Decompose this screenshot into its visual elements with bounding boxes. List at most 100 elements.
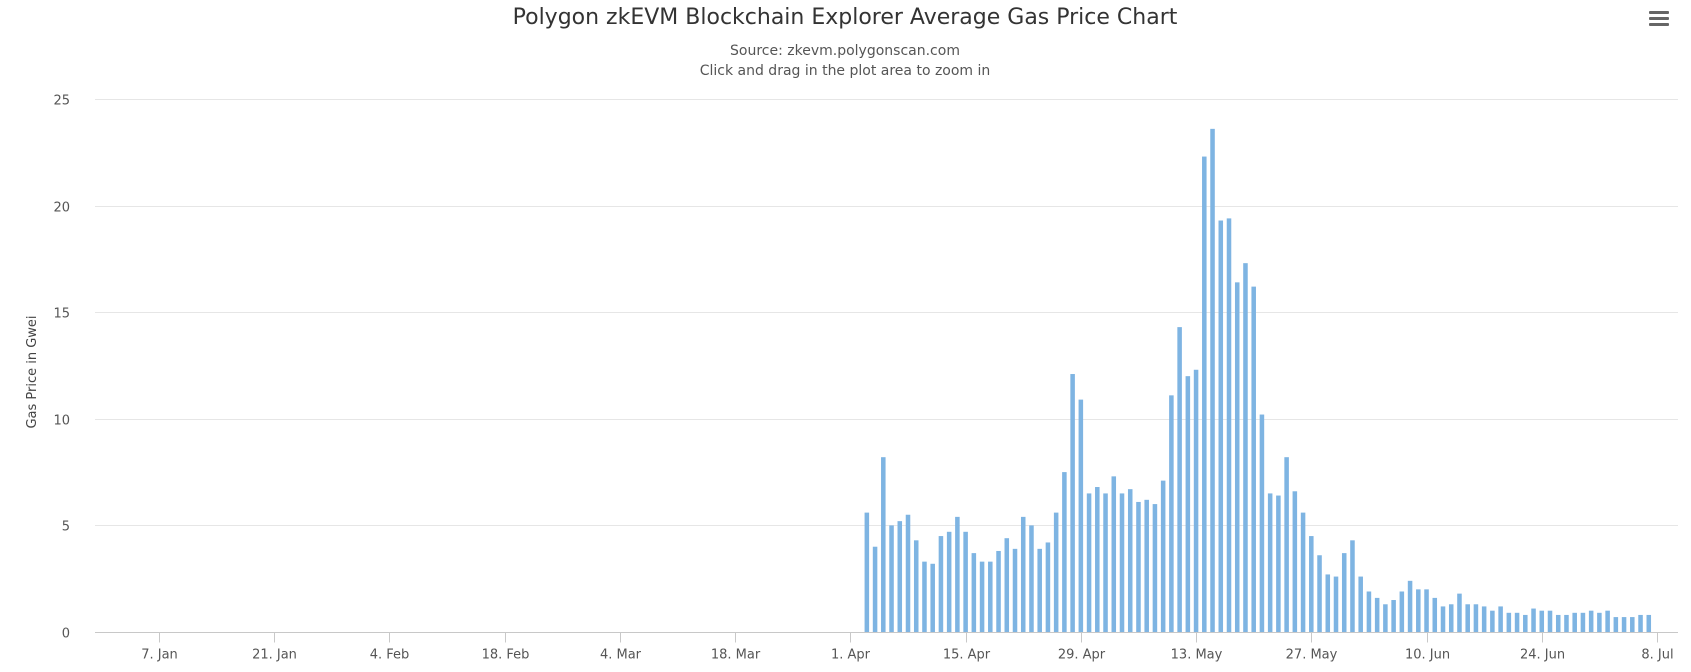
bar[interactable] xyxy=(1259,414,1265,632)
bar[interactable] xyxy=(1169,395,1174,632)
bar[interactable] xyxy=(988,561,993,632)
bar[interactable] xyxy=(1374,597,1380,632)
bar[interactable] xyxy=(1506,612,1512,632)
bar[interactable] xyxy=(1564,614,1569,632)
bar[interactable] xyxy=(1111,476,1117,632)
bar[interactable] xyxy=(1152,504,1158,632)
bar[interactable] xyxy=(1473,604,1479,632)
bar[interactable] xyxy=(1086,493,1092,632)
bar[interactable] xyxy=(1095,487,1100,632)
bar[interactable] xyxy=(1185,376,1191,632)
bar[interactable] xyxy=(1136,501,1141,632)
bar[interactable] xyxy=(1514,612,1520,632)
bar[interactable] xyxy=(1119,493,1125,632)
bar[interactable] xyxy=(1062,472,1067,632)
bar[interactable] xyxy=(1498,606,1503,632)
bar[interactable] xyxy=(881,457,886,632)
bar[interactable] xyxy=(1292,491,1298,632)
bar[interactable] xyxy=(1020,516,1026,632)
bar[interactable] xyxy=(1284,457,1289,632)
bar[interactable] xyxy=(1465,604,1470,632)
bar[interactable] xyxy=(1012,548,1018,632)
y-tick-label: 15 xyxy=(53,307,70,322)
bar[interactable] xyxy=(963,531,968,632)
bar[interactable] xyxy=(971,553,977,632)
bar[interactable] xyxy=(1391,600,1396,632)
bar[interactable] xyxy=(1029,525,1034,632)
bar[interactable] xyxy=(1103,493,1108,632)
bar-series[interactable] xyxy=(864,128,1652,632)
bar[interactable] xyxy=(1004,538,1010,632)
bar[interactable] xyxy=(889,525,894,632)
bar[interactable] xyxy=(996,550,1001,632)
bar[interactable] xyxy=(1144,499,1149,632)
bar[interactable] xyxy=(946,531,952,632)
bar[interactable] xyxy=(1317,555,1322,632)
bar[interactable] xyxy=(1523,614,1528,632)
bar[interactable] xyxy=(1597,612,1602,632)
bar[interactable] xyxy=(1555,614,1561,632)
bar[interactable] xyxy=(1193,369,1199,632)
bar[interactable] xyxy=(1448,604,1454,632)
bar[interactable] xyxy=(1457,593,1462,632)
bar[interactable] xyxy=(1300,512,1306,632)
bar[interactable] xyxy=(1539,610,1545,632)
bar[interactable] xyxy=(1572,612,1577,632)
bar[interactable] xyxy=(1267,493,1273,632)
bar[interactable] xyxy=(1630,617,1635,632)
bar[interactable] xyxy=(1613,617,1619,632)
bar[interactable] xyxy=(1341,553,1347,632)
bar[interactable] xyxy=(1580,612,1586,632)
bar[interactable] xyxy=(922,561,927,632)
bar[interactable] xyxy=(1531,608,1536,632)
bar[interactable] xyxy=(1070,374,1075,632)
bar[interactable] xyxy=(1646,614,1652,632)
bar[interactable] xyxy=(1053,512,1059,632)
context-menu-button[interactable] xyxy=(1645,5,1679,33)
bar[interactable] xyxy=(1309,536,1314,632)
bar[interactable] xyxy=(1621,617,1627,632)
bar[interactable] xyxy=(1588,610,1594,632)
bar[interactable] xyxy=(1045,542,1051,632)
bar[interactable] xyxy=(1177,327,1182,632)
bar[interactable] xyxy=(955,516,960,632)
bar[interactable] xyxy=(930,563,935,632)
bar[interactable] xyxy=(864,512,870,632)
bar[interactable] xyxy=(1350,540,1355,632)
bar[interactable] xyxy=(1366,591,1372,632)
bar[interactable] xyxy=(1037,548,1042,632)
bar[interactable] xyxy=(872,546,878,632)
bar[interactable] xyxy=(1605,610,1610,632)
bar[interactable] xyxy=(1547,610,1553,632)
bar[interactable] xyxy=(1358,576,1363,632)
bar[interactable] xyxy=(913,540,919,632)
bar[interactable] xyxy=(1234,282,1240,632)
bar[interactable] xyxy=(1218,220,1224,632)
bar[interactable] xyxy=(1276,495,1281,632)
bar[interactable] xyxy=(905,514,911,632)
bar[interactable] xyxy=(1202,156,1207,632)
bar[interactable] xyxy=(1127,489,1133,632)
bar[interactable] xyxy=(1210,128,1215,632)
bar[interactable] xyxy=(1424,589,1429,632)
bar[interactable] xyxy=(897,521,903,632)
bar[interactable] xyxy=(1325,574,1331,632)
bar[interactable] xyxy=(1638,614,1643,632)
bar[interactable] xyxy=(979,561,985,632)
bar[interactable] xyxy=(1440,606,1446,632)
bar[interactable] xyxy=(1399,591,1405,632)
bar[interactable] xyxy=(1416,589,1421,632)
bar[interactable] xyxy=(938,536,944,632)
bar[interactable] xyxy=(1333,576,1339,632)
bar[interactable] xyxy=(1078,399,1084,632)
bar[interactable] xyxy=(1432,597,1438,632)
bar[interactable] xyxy=(1251,286,1256,632)
bar[interactable] xyxy=(1383,604,1388,632)
bar[interactable] xyxy=(1243,263,1248,632)
bar[interactable] xyxy=(1490,610,1495,632)
bar[interactable] xyxy=(1481,606,1487,632)
bar[interactable] xyxy=(1407,580,1413,632)
bar[interactable] xyxy=(1160,480,1166,632)
bar[interactable] xyxy=(1226,218,1232,632)
